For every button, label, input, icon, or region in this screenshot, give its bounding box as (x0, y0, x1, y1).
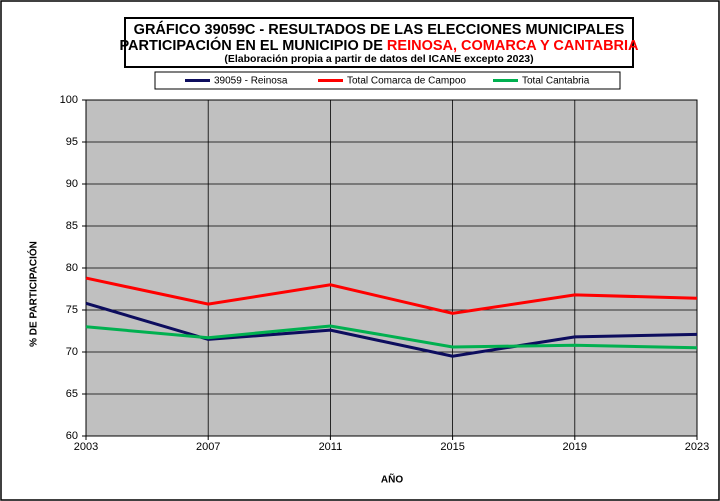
chart-title-line2: PARTICIPACIÓN EN EL MUNICIPIO DE REINOSA… (119, 36, 639, 54)
x-tick-label: 2019 (563, 441, 587, 453)
y-tick-label: 80 (66, 262, 78, 274)
y-axis-label: % DE PARTICIPACIÓN (27, 241, 40, 347)
line-series (85, 301, 698, 358)
y-tick-label: 85 (66, 220, 78, 232)
x-tick-label: 2011 (319, 441, 343, 453)
legend-box (154, 71, 621, 90)
legend-label: 39059 - Reinosa (214, 76, 288, 87)
y-tick-label: 100 (60, 94, 78, 106)
plot-border (85, 99, 698, 437)
x-axis-label: AÑO (381, 473, 403, 486)
y-tick-label: 75 (66, 304, 78, 316)
title-part: PARTICIPACIÓN EN EL MUNICIPIO DE (119, 36, 383, 54)
x-tick-label: 2023 (685, 441, 709, 453)
y-tick-label: 95 (66, 136, 78, 148)
y-tick-label: 70 (66, 346, 78, 358)
chart-title: GRÁFICO 39059C - RESULTADOS DE LAS ELECC… (134, 21, 625, 38)
x-tick-label: 2015 (440, 441, 464, 453)
title-box (124, 17, 634, 68)
title-highlight: REINOSA, COMARCA Y CANTABRIA (387, 38, 639, 54)
chart-subtitle: (Elaboración propia a partir de datos de… (224, 53, 533, 65)
line-series (85, 276, 698, 315)
x-tick-label: 2003 (74, 441, 98, 453)
legend-label: Total Comarca de Campoo (347, 76, 466, 87)
y-tick-label: 65 (66, 388, 78, 400)
y-tick-label: 60 (66, 430, 78, 442)
y-tick-label: 90 (66, 178, 78, 190)
legend-label: Total Cantabria (522, 76, 590, 87)
x-tick-label: 2007 (196, 441, 220, 453)
line-series (85, 324, 698, 350)
